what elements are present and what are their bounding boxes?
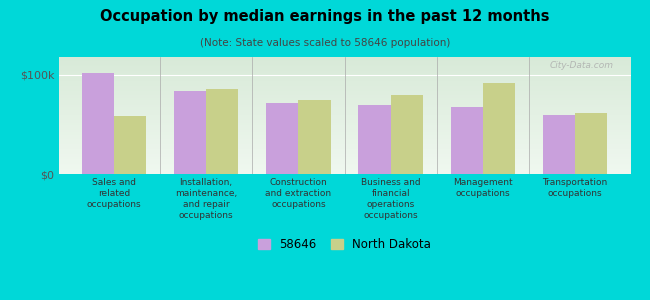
Bar xyxy=(174,91,206,174)
Bar xyxy=(298,100,331,174)
Text: Occupation by median earnings in the past 12 months: Occupation by median earnings in the pas… xyxy=(100,9,550,24)
Bar xyxy=(206,89,239,174)
Bar xyxy=(543,115,575,174)
Text: (Note: State values scaled to 58646 population): (Note: State values scaled to 58646 popu… xyxy=(200,38,450,47)
Bar xyxy=(81,73,114,174)
Bar xyxy=(575,112,608,174)
Bar xyxy=(114,116,146,174)
Bar xyxy=(450,106,483,174)
Bar xyxy=(358,105,391,174)
Legend: 58646, North Dakota: 58646, North Dakota xyxy=(254,233,436,256)
Bar xyxy=(266,103,298,174)
Text: City-Data.com: City-Data.com xyxy=(549,61,614,70)
Bar xyxy=(483,83,515,174)
Bar xyxy=(391,95,423,174)
